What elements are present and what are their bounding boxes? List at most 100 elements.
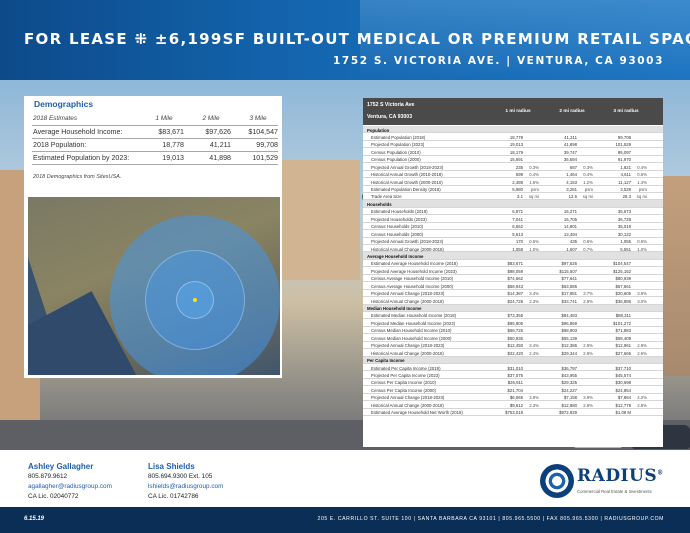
report-row: Historical Annual Change (2000-2018) $22,… [363,349,663,357]
report-percent: 2.9% [583,298,593,304]
demographics-header-row: 2018 Estimates 1 Mile 2 Mile 3 Mile [32,113,278,126]
report-value: $68,903 [561,328,577,334]
cell-value: $97,626 [205,128,231,136]
contact-email-link[interactable]: agallagher@radiusgroup.com [28,483,112,490]
report-value: 15,691 [509,157,523,163]
report-row: Estimated Average Household Income (2018… [363,260,663,268]
report-value: 4,153 [566,179,577,185]
radius-map [28,197,280,375]
column-header-2-mile: 2 Mile [202,115,220,122]
report-row: Estimated Per Capita Income (2018) $31,01… [363,364,663,372]
report-row-label: Estimated Average Household Net Worth (2… [371,410,463,416]
registered-mark: ® [657,469,664,477]
report-row-label: Projected Annual Change (2018-2023) [371,291,445,297]
report-value: $97,626 [561,261,577,267]
report-value: $85,805 [507,320,523,326]
report-value: $24,227 [561,387,577,393]
report-row: Projected Households (2023) 7,041 15,705 36… [363,215,663,223]
logo-tagline: Commercial Real Estate & Investments [577,489,652,494]
report-row: Historical Annual Change (2000-2018) 1,05… [363,245,663,253]
report-value: $104,547 [613,261,631,267]
report-row-label: Population [367,127,390,133]
report-row: Estimated Population (2018) 18,778 41,211 9… [363,133,663,141]
report-value: $22,420 [507,350,523,356]
report-value: 12.6 [568,194,577,200]
column-header-1-mi: 1 mi radius [505,109,531,114]
report-row-label: Median Household Income [367,306,422,311]
report-value: $24,728 [507,298,523,304]
report-percent: 2.8% [583,350,593,356]
report-row-label: Estimated Per Capita Income (2018) [371,365,441,371]
report-value: 14,801 [563,224,577,230]
contact-phone[interactable]: 805.879.9612 [28,473,68,480]
contact-license: CA Lic. 01742786 [148,493,199,500]
table-row: 2018 Population: 18,778 41,211 99,708 [32,139,278,152]
report-percent: 0.4% [529,172,539,178]
report-value: $12,778 [615,402,631,408]
report-value: 1,607 [566,246,577,252]
one-mile-radius-circle [176,281,214,319]
report-value: 35,594 [563,157,577,163]
report-percent: sq mi [582,194,593,200]
report-value: $55,139 [561,335,577,341]
report-row-label: Estimated Average Household Income (2018… [371,261,458,267]
report-value: 235 [515,164,523,170]
report-row: Estimated Average Household Net Worth (2… [363,409,663,417]
report-row: Census Per Capita Income (2010) $26,911 $2… [363,379,663,387]
contact-email-link[interactable]: lshields@radiusgroup.com [148,483,224,490]
site-location-marker [193,298,197,302]
report-value: $96,869 [561,320,577,326]
report-row: Census Average Household Income (2000) $5… [363,282,663,290]
report-value: 13,494 [563,231,577,237]
report-row: Projected Annual Change (2018-2023) $14,3… [363,290,663,298]
report-value: $26,911 [507,380,523,386]
row-label: 2018 Population: [33,141,87,149]
report-value: $12,961 [615,343,631,349]
report-row: Projected Per Capita Income (2023) $37,07… [363,371,663,379]
column-header-3-mile: 3 Mile [249,115,267,122]
report-percent: 0.7% [583,246,593,252]
report-percent: 3.9% [583,395,593,401]
cell-value: 18,778 [162,141,184,149]
report-value: 3,281 [566,187,577,192]
contact-phone[interactable]: 805.694.9300 Ext. 105 [148,473,213,480]
report-row-label: Estimated Population Density (2018) [371,187,441,192]
footer-date: 6.15.19 [24,516,45,522]
report-row: Census Population (2010) 18,179 39,747 95,0… [363,148,663,156]
report-value: $17,881 [561,291,577,297]
report-value: $66,725 [507,328,523,334]
report-value: $29,325 [561,380,577,386]
listing-address: 1752 S. VICTORIA AVE. | VENTURA, CA 9300… [333,55,664,67]
report-percent: 0.6% [637,239,647,245]
report-value: 35,673 [617,209,631,215]
report-value: 599 [515,172,523,178]
report-row-label: Census Average Household Income (2010) [371,276,454,282]
footer-bar: 6.15.19 205 E. CARRILLO ST. SUITE 100 | … [0,507,690,533]
report-value: 7,041 [512,216,523,222]
report-value: $125,152 [613,268,631,274]
report-percent: 3.9% [529,395,539,401]
report-percent: 4.2% [637,395,647,401]
report-value: 35,019 [617,224,631,230]
report-value: 1,058 [512,246,523,252]
report-value: $43,955 [561,372,577,378]
report-value: $84,483 [561,313,577,319]
report-percent: sq mi [636,194,647,200]
report-value: 18,179 [509,149,523,155]
contacts-bar: Ashley Gallagher 805.879.9612 agallagher… [0,450,690,507]
report-value: 435 [569,239,577,245]
report-row: Historical Annual Growth (2010-2018) 599 0… [363,171,663,179]
report-value: $71,883 [615,328,631,334]
report-value: $37,075 [507,372,523,378]
report-value: $27,665 [615,350,631,356]
report-value: 5,613 [512,231,523,237]
cell-value: 41,211 [209,141,231,149]
contact-card: Lisa Shields 805.694.9300 Ext. 105 lshie… [148,462,223,502]
header-banner: FOR LEASE ⁜ ±6,199SF BUILT-OUT MEDICAL O… [0,0,690,80]
report-value: 39,747 [563,149,577,155]
report-row: Census Median Household Income (2000) $50… [363,334,663,342]
report-row: Census Median Household Income (2010) $66… [363,327,663,335]
report-value: $29,344 [561,350,577,356]
report-value: 11,127 [618,179,631,185]
report-value: 3.1 [517,194,523,200]
